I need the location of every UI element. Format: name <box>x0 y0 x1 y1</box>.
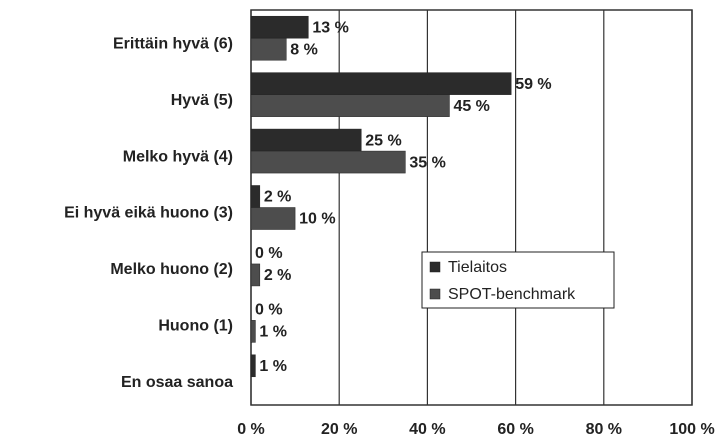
x-tick-label: 80 % <box>586 421 622 438</box>
x-tick-label: 100 % <box>669 421 714 438</box>
plot-area <box>250 9 693 406</box>
y-tick-label: Ei hyvä eikä huono (3) <box>64 205 233 222</box>
x-tick-label: 0 % <box>237 421 265 438</box>
data-label: 0 % <box>255 302 283 319</box>
legend-box <box>421 251 615 309</box>
bar <box>250 94 450 117</box>
data-label: 13 % <box>312 19 348 36</box>
data-label: 2 % <box>264 189 292 206</box>
bar <box>250 185 261 208</box>
bar <box>250 37 287 61</box>
bar <box>250 128 362 152</box>
data-label: 59 % <box>515 76 551 93</box>
legend-swatch <box>429 288 441 300</box>
data-label: 1 % <box>259 358 287 375</box>
legend: Tielaitos SPOT-benchmark <box>421 251 615 309</box>
bar <box>250 207 296 230</box>
bar <box>250 263 261 287</box>
x-tick-label: 40 % <box>409 421 445 438</box>
y-tick-label: En osaa sanoa <box>121 374 233 391</box>
data-label: 35 % <box>409 154 445 171</box>
x-tick-label: 20 % <box>321 421 357 438</box>
data-label: 2 % <box>264 267 292 284</box>
data-label: 25 % <box>365 132 401 149</box>
data-label: 8 % <box>290 41 318 58</box>
data-label: 1 % <box>259 324 287 341</box>
bar <box>250 15 309 39</box>
legend-swatch <box>429 261 441 273</box>
legend-label: Tielaitos <box>448 259 507 276</box>
data-label: 0 % <box>255 245 283 262</box>
y-tick-label: Hyvä (5) <box>171 92 233 109</box>
x-tick-label: 60 % <box>497 421 533 438</box>
legend-label: SPOT-benchmark <box>448 286 576 303</box>
y-tick-label: Melko hyvä (4) <box>123 148 233 165</box>
y-tick-label: Erittäin hyvä (6) <box>113 35 233 52</box>
bar <box>250 72 512 95</box>
y-tick-label: Huono (1) <box>158 318 233 335</box>
bar <box>250 320 256 343</box>
bar <box>250 150 406 174</box>
data-label: 45 % <box>453 98 489 115</box>
bar <box>250 354 256 378</box>
data-label: 10 % <box>299 211 335 228</box>
y-tick-label: Melko huono (2) <box>110 261 233 278</box>
